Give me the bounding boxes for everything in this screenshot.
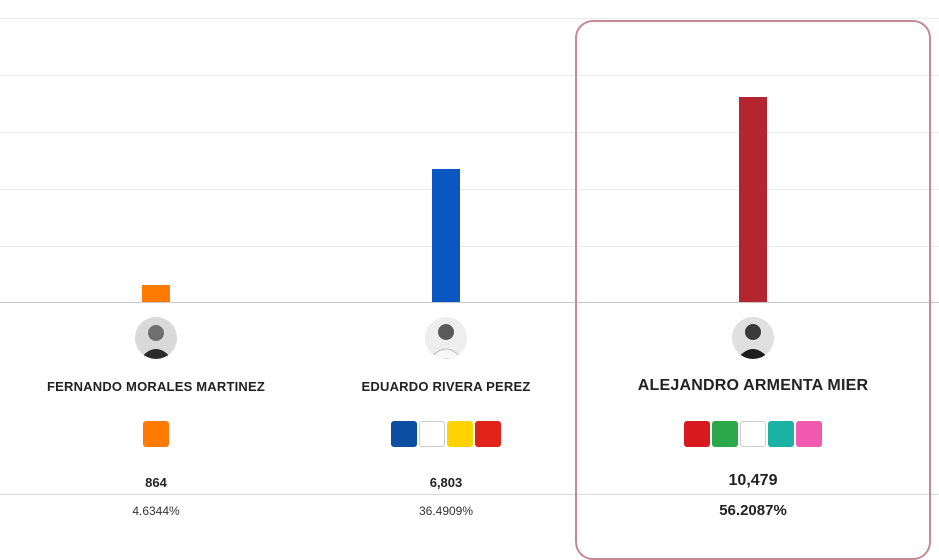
candidate-avatar: [425, 317, 467, 359]
gridline: [0, 189, 939, 190]
party-logos: [296, 420, 596, 448]
bar-fernando-morales-martinez[interactable]: [142, 285, 170, 302]
fxm-logo: [796, 421, 822, 447]
candidate-name: ALEJANDRO ARMENTA MIER: [637, 377, 869, 394]
psi-logo: [475, 421, 501, 447]
pri-logo: [419, 421, 445, 447]
vote-count: 864: [145, 475, 167, 490]
gridline: [0, 246, 939, 247]
vote-count: 6,803: [429, 475, 463, 490]
gridline: [0, 75, 939, 76]
vote-percentage: 56.2087%: [719, 502, 787, 519]
bar-eduardo-rivera-perez[interactable]: [432, 168, 460, 302]
prd-logo: [447, 421, 473, 447]
chart-baseline: [0, 302, 939, 303]
vote-percentage: 4.6344%: [132, 504, 180, 518]
candidate-avatar: [135, 317, 177, 359]
pt-logo: [684, 421, 710, 447]
party-logos: [603, 420, 903, 448]
gridline: [0, 18, 939, 19]
pan-logo: [391, 421, 417, 447]
candidate-name: FERNANDO MORALES MARTINEZ: [46, 379, 266, 394]
party-logos: [6, 420, 306, 448]
candidate-avatar: [732, 317, 774, 359]
mc-logo: [143, 421, 169, 447]
alianza-logo: [768, 421, 794, 447]
candidate-name: EDUARDO RIVERA PEREZ: [361, 379, 531, 394]
gridline: [0, 132, 939, 133]
verde-logo: [712, 421, 738, 447]
vote-percentage: 36.4909%: [418, 504, 474, 518]
morena-logo: [740, 421, 766, 447]
bar-alejandro-armenta-mier[interactable]: [739, 96, 767, 302]
row-divider: [0, 494, 939, 495]
vote-count: 10,479: [728, 472, 778, 489]
